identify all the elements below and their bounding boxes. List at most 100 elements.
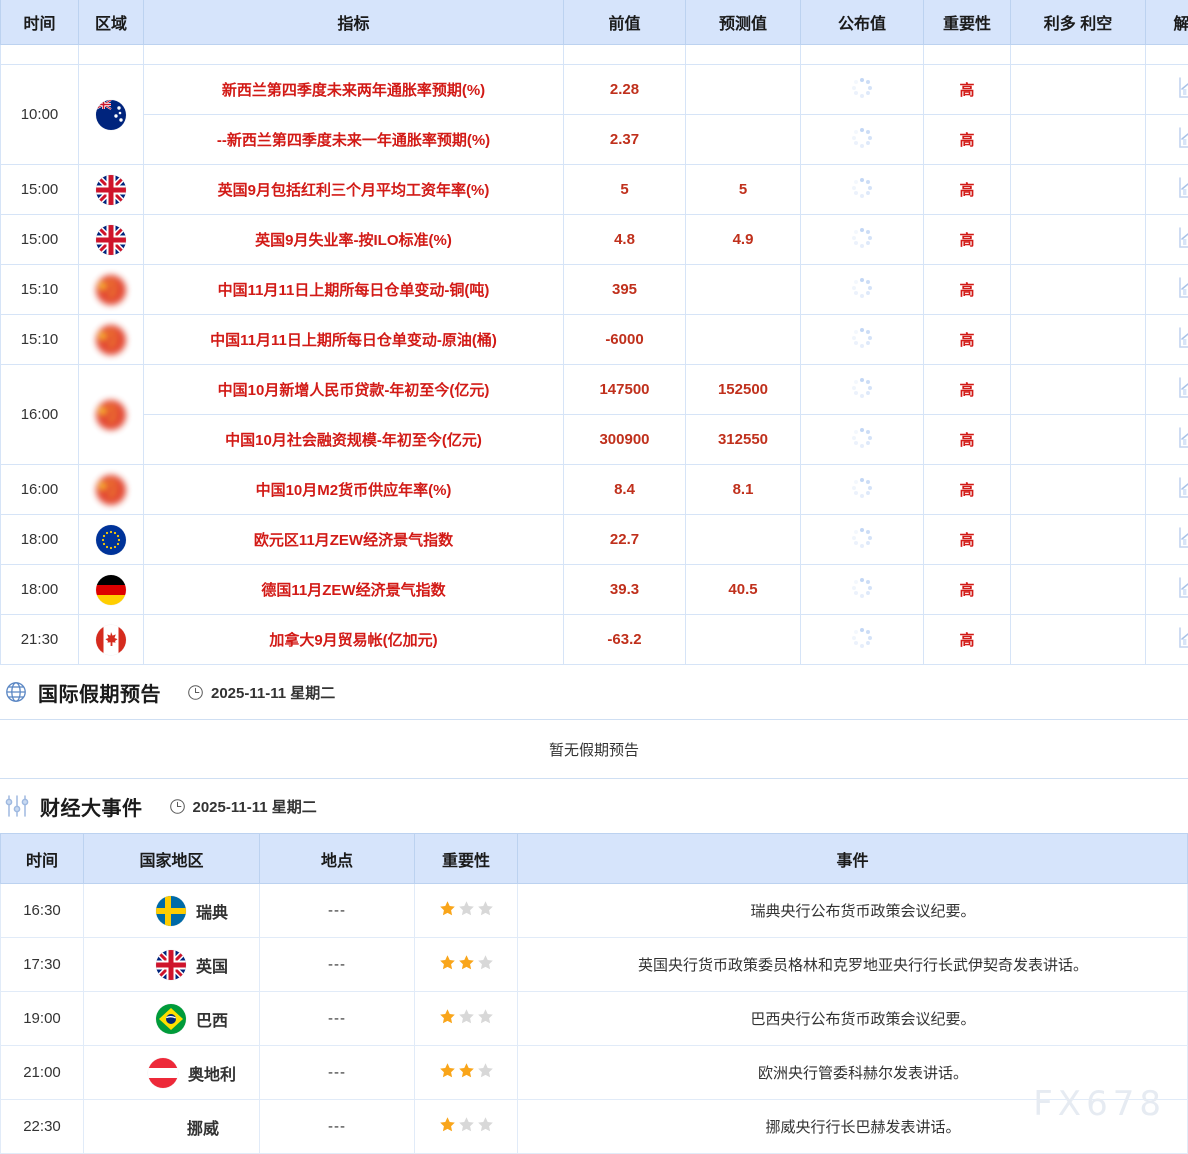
cell-event[interactable]: 瑞典央行公布货币政策会议纪要。 [518, 884, 1188, 938]
cell-indicator[interactable]: 英国9月失业率-按ILO标准(%) [144, 215, 564, 265]
loading-spinner-icon [851, 527, 873, 549]
chart-icon[interactable] [1177, 476, 1188, 500]
cell-event[interactable]: 欧洲央行管委科赫尔发表讲话。 [518, 1046, 1188, 1100]
flag-icon-united-kingdom [96, 225, 126, 255]
cell-country: 挪威 [84, 1100, 260, 1154]
table-row[interactable]: 16:30 瑞典---瑞典央行公布货币政策会议纪要。 [1, 884, 1188, 938]
events-table: 时间 国家地区 地点 重要性 事件 16:30 瑞典---瑞典央行公布货币政策会… [0, 833, 1188, 1154]
cell-effect [1011, 415, 1146, 465]
cell-country: 巴西 [84, 992, 260, 1046]
cell-importance: 高 [924, 315, 1011, 365]
events-section-header: 财经大事件 2025-11-11 星期二 [0, 779, 1188, 833]
holiday-empty-text: 暂无假期预告 [549, 739, 639, 760]
chart-icon[interactable] [1177, 176, 1188, 200]
cell-actual [801, 515, 924, 565]
importance-stars [439, 1116, 494, 1133]
cell-event[interactable]: 巴西央行公布货币政策会议纪要。 [518, 992, 1188, 1046]
importance-stars [439, 1008, 494, 1025]
cell-importance: 高 [924, 515, 1011, 565]
flag-icon-germany [96, 575, 126, 605]
chart-icon[interactable] [1177, 426, 1188, 450]
cell-indicator[interactable]: 中国10月新增人民币贷款-年初至今(亿元) [144, 365, 564, 415]
cell-time: 18:00 [1, 565, 79, 615]
country-name: 奥地利 [188, 1067, 236, 1084]
calendar-col-indicator: 指标 [144, 0, 564, 45]
chart-icon[interactable] [1177, 226, 1188, 250]
cell-previous: 300900 [564, 415, 686, 465]
chart-icon[interactable] [1177, 626, 1188, 650]
cell-actual [801, 115, 924, 165]
importance-stars [439, 1062, 494, 1079]
cell-indicator[interactable]: 中国11月11日上期所每日仓单变动-铜(吨) [144, 265, 564, 315]
table-row[interactable]: 15:10 中国11月11日上期所每日仓单变动-铜(吨)395 高 [1, 265, 1188, 315]
cell-previous: 395 [564, 265, 686, 315]
cell-importance: 高 [924, 465, 1011, 515]
chart-icon[interactable] [1177, 326, 1188, 350]
loading-spinner-icon [851, 177, 873, 199]
cell-effect [1011, 215, 1146, 265]
star-icon [477, 900, 494, 917]
cell-empty [1011, 45, 1146, 65]
cell-time: 15:10 [1, 265, 79, 315]
cell-indicator[interactable]: 中国10月社会融资规模-年初至今(亿元) [144, 415, 564, 465]
cell-time: 15:00 [1, 165, 79, 215]
cell-indicator[interactable]: 新西兰第四季度未来两年通胀率预期(%) [144, 65, 564, 115]
cell-importance [415, 938, 518, 992]
chart-icon[interactable] [1177, 76, 1188, 100]
cell-importance: 高 [924, 265, 1011, 315]
cell-indicator[interactable]: 中国10月M2货币供应年率(%) [144, 465, 564, 515]
chart-icon[interactable] [1177, 576, 1188, 600]
chart-icon[interactable] [1177, 526, 1188, 550]
chart-icon[interactable] [1177, 276, 1188, 300]
cell-interpret[interactable] [1146, 415, 1188, 465]
cell-region [79, 515, 144, 565]
cell-interpret[interactable] [1146, 565, 1188, 615]
cell-interpret[interactable] [1146, 115, 1188, 165]
cell-indicator[interactable]: 英国9月包括红利三个月平均工资年率(%) [144, 165, 564, 215]
cell-interpret[interactable] [1146, 615, 1188, 665]
cell-importance [415, 1100, 518, 1154]
cell-event[interactable]: 英国央行货币政策委员格林和克罗地亚央行行长武伊契奇发表讲话。 [518, 938, 1188, 992]
cell-forecast [686, 115, 801, 165]
cell-event[interactable]: 挪威央行行长巴赫发表讲话。 [518, 1100, 1188, 1154]
cell-forecast: 4.9 [686, 215, 801, 265]
cell-effect [1011, 365, 1146, 415]
calendar-col-interpret: 解读 [1146, 0, 1188, 45]
cell-region [79, 215, 144, 265]
cell-indicator[interactable]: --新西兰第四季度未来一年通胀率预期(%) [144, 115, 564, 165]
cell-indicator[interactable]: 加拿大9月贸易帐(亿加元) [144, 615, 564, 665]
holiday-title: 国际假期预告 [38, 678, 161, 707]
cell-interpret[interactable] [1146, 265, 1188, 315]
cell-interpret[interactable] [1146, 215, 1188, 265]
table-row[interactable]: 19:00 巴西---巴西央行公布货币政策会议纪要。 [1, 992, 1188, 1046]
table-row[interactable]: 21:00 奥地利---欧洲央行管委科赫尔发表讲话。 [1, 1046, 1188, 1100]
cell-indicator[interactable]: 中国11月11日上期所每日仓单变动-原油(桶) [144, 315, 564, 365]
cell-interpret[interactable] [1146, 365, 1188, 415]
cell-interpret[interactable] [1146, 315, 1188, 365]
star-icon [477, 954, 494, 971]
cell-interpret[interactable] [1146, 165, 1188, 215]
calendar-col-importance: 重要性 [924, 0, 1011, 45]
cell-indicator[interactable]: 德国11月ZEW经济景气指数 [144, 565, 564, 615]
cell-interpret[interactable] [1146, 65, 1188, 115]
cell-interpret[interactable] [1146, 465, 1188, 515]
cell-indicator[interactable]: 欧元区11月ZEW经济景气指数 [144, 515, 564, 565]
cell-importance: 高 [924, 565, 1011, 615]
chart-icon[interactable] [1177, 126, 1188, 150]
star-icon [458, 1008, 475, 1025]
chart-icon[interactable] [1177, 376, 1188, 400]
table-row[interactable]: 17:30 英国---英国央行货币政策委员格林和克罗地亚央行行长武伊契奇发表讲话… [1, 938, 1188, 992]
cell-interpret[interactable] [1146, 515, 1188, 565]
